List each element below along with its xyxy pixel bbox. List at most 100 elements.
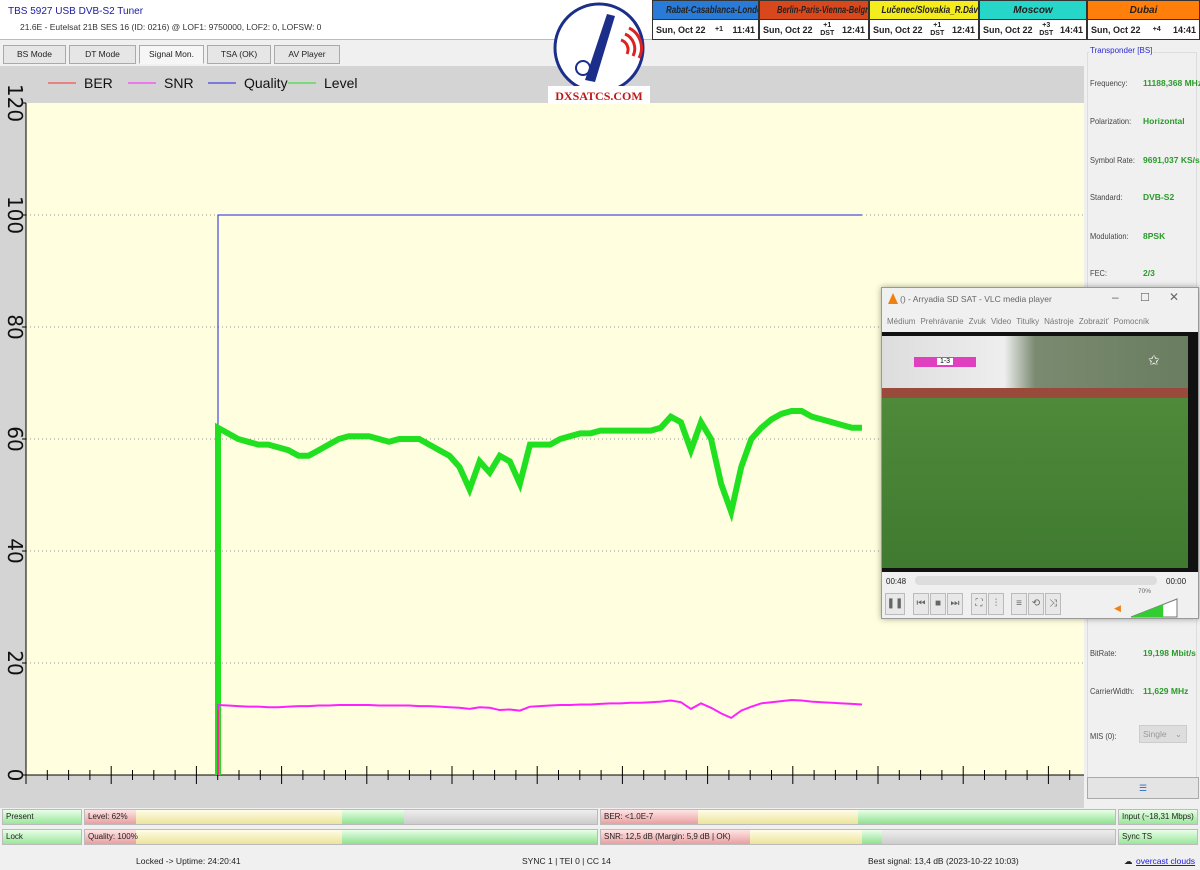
clock-city: Rabat-Casablanca-London (665, 5, 758, 16)
vlc-menu-item[interactable]: Titulky (1016, 317, 1040, 326)
tab-bs-mode[interactable]: BS Mode (3, 45, 66, 64)
remaining-time: 00:00 (1166, 577, 1187, 586)
field-value: Horizontal (1143, 116, 1185, 126)
legend-quality: Quality (244, 75, 288, 91)
tab-dt-mode[interactable]: DT Mode (69, 45, 136, 64)
field-value: 11188,368 MHz (1143, 78, 1200, 88)
uptime-text: Locked -> Uptime: 24:20:41 (136, 856, 241, 866)
clock-date: Sun, Oct 22 (983, 25, 1033, 35)
clock-0: Rabat-Casablanca-London Sun, Oct 22 +1 11:… (652, 0, 759, 40)
clock-1: Berlin-Paris-Vienna-Belgrade Sun, Oct 22… (759, 0, 869, 40)
field-label: BitRate: (1090, 648, 1117, 658)
y-tick-label: 80 (3, 314, 27, 339)
legend-snr: SNR (164, 75, 194, 91)
loop-button[interactable]: ⟲ (1028, 593, 1044, 615)
vlc-menu-item[interactable]: Pomocník (1113, 317, 1150, 326)
chevron-down-icon: ⌄ (1174, 729, 1182, 739)
minimize-button[interactable]: – (1112, 290, 1119, 304)
svg-text:DXSATCS.COM: DXSATCS.COM (555, 89, 642, 103)
score-overlay: 1-3 (936, 358, 954, 365)
clock-3: Moscow Sun, Oct 22 +3 DST 14:41 (979, 0, 1087, 40)
dxsatcs-logo: DXSATCS.COM (548, 0, 650, 106)
clock-city: Moscow (1013, 5, 1053, 16)
clock-date: Sun, Oct 22 (1091, 25, 1141, 35)
mis-value: Single (1143, 729, 1167, 739)
clock-4: Dubai Sun, Oct 22 +4 14:41 (1087, 0, 1200, 40)
y-tick-label: 100 (3, 196, 27, 234)
playlist-button[interactable]: ≡ (1011, 593, 1027, 615)
y-tick-label: 20 (3, 650, 27, 675)
mis-label: MIS (0): (1090, 731, 1117, 741)
video-area[interactable]: 1-3 ✩ (882, 332, 1198, 572)
ber-label: BER: <1.0E-7 (604, 812, 654, 821)
field-value: 19,198 Mbit/s (1143, 648, 1196, 658)
vlc-menu-item[interactable]: Nástroje (1044, 317, 1074, 326)
clock-dst: DST (930, 30, 945, 37)
maximize-button[interactable]: ☐ (1140, 292, 1150, 304)
close-button[interactable]: ✕ (1169, 290, 1180, 304)
tab-signal-mon[interactable]: Signal Mon. (139, 45, 204, 64)
field-label: Frequency: (1090, 78, 1128, 88)
legend-level: Level (324, 75, 357, 91)
vlc-menu-item[interactable]: Zvuk (968, 317, 986, 326)
vlc-menu-item[interactable]: Prehrávanie (920, 317, 964, 326)
stop-button[interactable]: ■ (930, 593, 946, 615)
snr-bar: SNR: 12,5 dB (Margin: 5,9 dB | OK) (600, 829, 1116, 845)
equalizer-button[interactable]: ⫶ (988, 593, 1004, 615)
transponder-header: Transponder [BS] (1089, 46, 1154, 55)
clock-date: Sun, Oct 22 (873, 25, 923, 35)
field-label: Standard: (1090, 192, 1123, 202)
satellite-info: 21.6E - Eutelsat 21B SES 16 (ID: 0216) @… (20, 22, 322, 32)
field-value: DVB-S2 (1143, 192, 1175, 202)
mis-select[interactable]: Single ⌄ (1139, 725, 1187, 743)
tab-av-player[interactable]: AV Player (274, 45, 340, 64)
pause-button[interactable]: ❚❚ (885, 593, 905, 615)
level-label: Level: 62% (88, 812, 128, 821)
channel-logo-star-icon: ✩ (1148, 352, 1160, 368)
field-label: Symbol Rate: (1090, 155, 1135, 165)
lock-indicator: Lock (2, 829, 82, 845)
ber-bar: BER: <1.0E-7 (600, 809, 1116, 825)
clock-offset: +1 (715, 26, 723, 33)
fullscreen-button[interactable]: ⛶ (971, 593, 987, 615)
clock-time: 11:41 (732, 25, 755, 35)
clock-offset: +1 (933, 22, 942, 29)
shuffle-button[interactable]: ⤨ (1045, 593, 1061, 615)
field-value: 8PSK (1143, 231, 1166, 241)
layout-toggle-button[interactable]: ☰ (1087, 777, 1199, 799)
previous-button[interactable]: ⏮ (913, 593, 929, 615)
clock-city: Berlin-Paris-Vienna-Belgrade (777, 5, 868, 16)
clock-offset: +3 (1042, 22, 1051, 29)
field-label: Polarization: (1090, 116, 1132, 126)
input-indicator: Input (~18,31 Mbps) (1118, 809, 1198, 825)
sync-ts-indicator: Sync TS (1118, 829, 1198, 845)
present-indicator: Present (2, 809, 82, 825)
window-list-icon: ☰ (1138, 783, 1148, 793)
vlc-menu-bar: Médium Prehrávanie Zvuk Video Titulky Nástroj… (887, 317, 1193, 326)
field-value: 2/3 (1143, 268, 1155, 278)
elapsed-time: 00:48 (886, 577, 907, 586)
field-value: 9691,037 KS/s (1143, 155, 1200, 165)
legend-ber: BER (84, 75, 113, 91)
y-tick-label: 120 (3, 84, 27, 122)
volume-slider[interactable] (1130, 598, 1178, 618)
clock-dst: DST (820, 30, 835, 37)
level-bar: Level: 62% (84, 809, 598, 825)
vlc-window: () - Arryadia SD SAT - VLC media player … (881, 287, 1199, 619)
best-signal-text: Best signal: 13,4 dB (2023-10-22 10:03) (868, 856, 1019, 866)
clock-date: Sun, Oct 22 (763, 25, 813, 35)
next-button[interactable]: ⏭ (947, 593, 963, 615)
vlc-menu-item[interactable]: Video (990, 317, 1012, 326)
weather-cloud-icon: ☁ (1124, 856, 1133, 866)
vlc-menu-item[interactable]: Zobraziť (1078, 317, 1109, 326)
clock-2: Lučenec/Slovakia_R.Dávid Sun, Oct 22 +1 DS… (869, 0, 979, 40)
weather-link[interactable]: overcast clouds (1136, 856, 1196, 866)
seek-bar[interactable] (915, 576, 1157, 585)
field-label: CarrierWidth: (1090, 686, 1135, 696)
tab-tsa[interactable]: TSA (OK) (207, 45, 271, 64)
clock-time: 12:41 (951, 25, 975, 35)
clock-date: Sun, Oct 22 (656, 25, 706, 35)
snr-label: SNR: 12,5 dB (Margin: 5,9 dB | OK) (604, 832, 731, 841)
vlc-menu-item[interactable]: Médium (887, 317, 916, 326)
speaker-icon: ◀ (1114, 603, 1121, 613)
